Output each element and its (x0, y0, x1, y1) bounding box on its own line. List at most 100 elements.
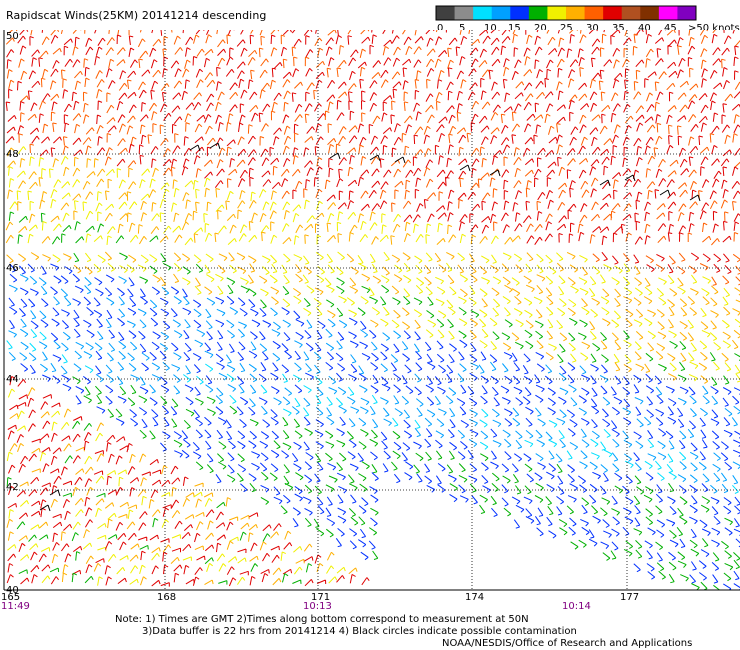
wind-barb-flag (487, 35, 491, 40)
wind-barb (5, 234, 12, 244)
wind-barb-flag (628, 324, 633, 328)
wind-barb (458, 221, 462, 231)
wind-barb-flag (74, 46, 79, 50)
wind-barb (690, 342, 697, 351)
wind-barb (270, 409, 278, 417)
wind-barb-flag (339, 178, 344, 182)
wind-barb (592, 226, 600, 233)
wind-barb (295, 224, 301, 234)
wind-barb (546, 69, 548, 79)
wind-barb-flag (367, 30, 370, 32)
wind-barb (173, 385, 181, 393)
wind-barb-flag (725, 423, 730, 427)
wind-barb (206, 202, 209, 212)
wind-barb (711, 409, 719, 417)
wind-barb-flag (221, 168, 225, 173)
wind-barb-flag (512, 111, 517, 114)
wind-barb-flag (297, 169, 301, 173)
wind-barb-flag (518, 312, 523, 316)
wind-barb-flag (252, 157, 256, 162)
wind-barb-flag (373, 24, 377, 26)
wind-barb (687, 100, 693, 110)
wind-barb-flag (157, 377, 161, 382)
wind-barb-flag (300, 336, 304, 340)
wind-barb-flag (573, 203, 577, 208)
wind-barb-flag (10, 430, 15, 434)
wind-barb-flag (344, 91, 348, 96)
wind-barb (658, 277, 667, 283)
wind-barb-flag (120, 315, 125, 318)
wind-barb (568, 332, 576, 340)
wind-barb (38, 157, 41, 167)
wind-barb (127, 288, 134, 297)
wind-barb (336, 67, 339, 78)
wind-barb (523, 375, 533, 382)
wind-barb (51, 236, 58, 245)
wind-barb (667, 406, 674, 415)
wind-barb (504, 284, 513, 291)
wind-barb (119, 70, 124, 80)
wind-barb (115, 408, 123, 416)
wind-barb-flag (286, 304, 291, 308)
wind-barb-flag (371, 413, 376, 416)
wind-barb (390, 114, 392, 124)
wind-barb (350, 49, 357, 58)
wind-barb (523, 215, 530, 224)
wind-barb-flag (300, 323, 305, 327)
wind-barb (579, 365, 587, 373)
wind-barb-flag (593, 91, 598, 95)
wind-barb-flag (284, 292, 289, 296)
wind-barb (415, 264, 423, 272)
wind-barb (525, 284, 535, 290)
wind-barb-flag (57, 30, 60, 33)
wind-barb-flag (584, 214, 588, 219)
wind-barb-flag (558, 67, 563, 71)
wind-barb (9, 319, 15, 328)
wind-barb-flag (286, 311, 290, 316)
wind-barb (83, 395, 92, 401)
wind-barb-flag (443, 412, 447, 416)
wind-barb (258, 48, 261, 58)
wind-barb-flag (108, 401, 113, 405)
wind-barb-flag (41, 199, 46, 203)
wind-barb-flag (26, 95, 29, 100)
wind-barb-flag (583, 336, 587, 340)
wind-barb-flag (13, 279, 18, 283)
wind-barb (61, 309, 70, 314)
wind-barb-flag (286, 125, 291, 129)
wind-barb-flag (726, 47, 730, 52)
wind-barb (369, 80, 375, 89)
wind-barb-flag (487, 101, 491, 106)
wind-barb (622, 407, 631, 413)
wind-barb (480, 430, 489, 438)
wind-barb (392, 430, 401, 438)
wind-barb (557, 157, 559, 167)
wind-barb-flag (232, 388, 237, 392)
wind-barb (500, 114, 503, 124)
wind-barb-flag (680, 69, 684, 73)
wind-barb (119, 213, 127, 221)
wind-barb (360, 320, 367, 329)
wind-barb-flag (130, 269, 135, 273)
wind-barb (174, 68, 179, 78)
wind-barb-flag (485, 224, 490, 229)
wind-barb-flag (383, 145, 388, 148)
wind-barb-flag (317, 123, 322, 127)
wind-barb-flag (727, 345, 731, 349)
wind-barb-flag (724, 188, 729, 192)
wind-barb-flag (362, 327, 367, 330)
wind-barb-flag (396, 389, 401, 393)
wind-barb-flag (210, 278, 215, 283)
wind-barb (426, 58, 432, 68)
wind-barb-flag (383, 112, 388, 116)
wind-barb (326, 68, 329, 78)
wind-barb (42, 374, 51, 380)
wind-barb-flag (197, 314, 202, 318)
wind-barb-flag (98, 202, 103, 206)
wind-barb-flag (160, 124, 165, 127)
wind-barb (622, 430, 629, 438)
wind-barb (184, 113, 189, 123)
wind-barb (427, 114, 433, 124)
wind-barb-flag (31, 371, 36, 374)
wind-barb-flag (294, 147, 299, 151)
